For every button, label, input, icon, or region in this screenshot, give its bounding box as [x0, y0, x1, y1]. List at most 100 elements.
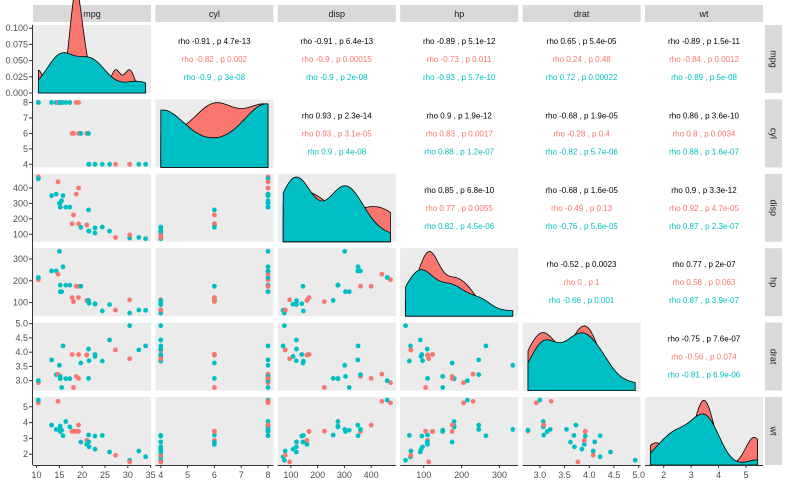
point: [76, 422, 81, 428]
point: [287, 297, 292, 303]
point: [158, 433, 164, 439]
point: [440, 429, 446, 434]
density-group-1: [405, 269, 514, 317]
row-strip-label: disp: [769, 200, 779, 217]
point: [265, 283, 271, 289]
point: [59, 385, 65, 390]
correlation-group-1: rho -0.28 , p 0.4: [553, 129, 610, 138]
point: [71, 212, 76, 218]
point: [60, 343, 66, 349]
y-tick-label: 300: [13, 198, 28, 208]
point: [57, 204, 63, 210]
point: [406, 433, 412, 438]
point: [35, 100, 41, 105]
point: [113, 452, 118, 458]
point: [425, 432, 430, 438]
point: [92, 301, 98, 307]
point: [533, 400, 539, 406]
point: [265, 375, 271, 381]
point: [426, 356, 432, 362]
point: [53, 191, 59, 197]
correlation-group-1: rho 0.77 , p 0.0055: [426, 204, 494, 213]
y-tick-label: 4.5: [15, 333, 28, 343]
point: [281, 323, 287, 329]
point: [461, 380, 466, 386]
correlation-group-1: rho -0.56 , p 0.074: [671, 353, 737, 362]
point: [158, 298, 164, 304]
point: [368, 422, 374, 428]
y-tick-label: 4: [23, 159, 28, 169]
point: [69, 352, 75, 357]
point: [158, 337, 164, 343]
point: [113, 307, 118, 313]
point: [76, 221, 81, 227]
x-tick-label: 300: [337, 470, 352, 480]
y-tick-label: 0.100: [5, 23, 28, 33]
point: [293, 302, 299, 307]
correlation-group-1: rho -0.49 , p 0.13: [551, 204, 612, 213]
point: [212, 295, 217, 300]
point: [92, 161, 98, 167]
point: [76, 185, 81, 191]
x-tick-label: 5: [185, 470, 190, 480]
point: [330, 432, 336, 438]
point: [290, 354, 296, 359]
point: [358, 426, 363, 432]
point: [127, 356, 133, 362]
point: [86, 444, 92, 450]
point: [113, 161, 118, 167]
point: [299, 301, 305, 307]
point: [335, 376, 341, 382]
correlation-group-2: rho -0.9 , p 3e-08: [184, 73, 246, 82]
point: [86, 439, 91, 445]
point: [590, 452, 596, 458]
correlation-group-2: rho -0.93 , p 5.7e-10: [423, 73, 496, 82]
correlation-overall: rho -0.75 , p 7.6e-07: [668, 335, 741, 344]
y-tick-label: 100: [13, 229, 28, 239]
x-tick-label: 400: [364, 470, 379, 480]
point: [212, 439, 217, 445]
column-strip-label: hp: [454, 9, 464, 19]
point: [69, 131, 75, 136]
point: [265, 419, 271, 424]
point: [212, 385, 217, 390]
correlation-group-2: rho -0.89 , p 5e-08: [671, 73, 737, 82]
point: [99, 161, 105, 167]
point: [86, 432, 91, 438]
point: [403, 323, 408, 329]
y-tick-label: 4.0: [15, 347, 28, 357]
y-tick-label: 200: [13, 276, 28, 286]
point: [67, 376, 73, 382]
point: [158, 439, 164, 445]
point: [451, 419, 457, 424]
point: [107, 449, 112, 455]
column-strip-mpg: [33, 5, 151, 22]
point: [321, 428, 327, 434]
point: [541, 432, 547, 438]
point: [60, 193, 66, 198]
y-tick-label: 2: [23, 449, 28, 459]
point: [265, 185, 271, 191]
point: [417, 337, 423, 343]
point: [86, 346, 91, 352]
point: [265, 426, 271, 432]
point: [426, 459, 432, 465]
x-tick-label: 10: [32, 470, 42, 480]
x-tick-label: 4: [158, 470, 163, 480]
correlation-group-2: rho -0.9 , p 2e-08: [306, 73, 368, 82]
point: [342, 362, 348, 368]
column-strip-hp: [400, 5, 519, 22]
point: [470, 371, 476, 377]
point: [464, 397, 470, 403]
point: [419, 433, 425, 439]
density-group-1: [282, 176, 391, 243]
x-tick-label: 8: [266, 470, 271, 480]
point: [541, 422, 547, 428]
correlation-group-2: rho 0.82 , p 4.5e-06: [424, 222, 494, 231]
y-tick-label: 300: [13, 254, 28, 264]
point: [78, 439, 84, 445]
point: [73, 191, 79, 197]
column-strip-disp: [277, 5, 396, 22]
point: [449, 439, 455, 445]
point: [342, 426, 348, 432]
